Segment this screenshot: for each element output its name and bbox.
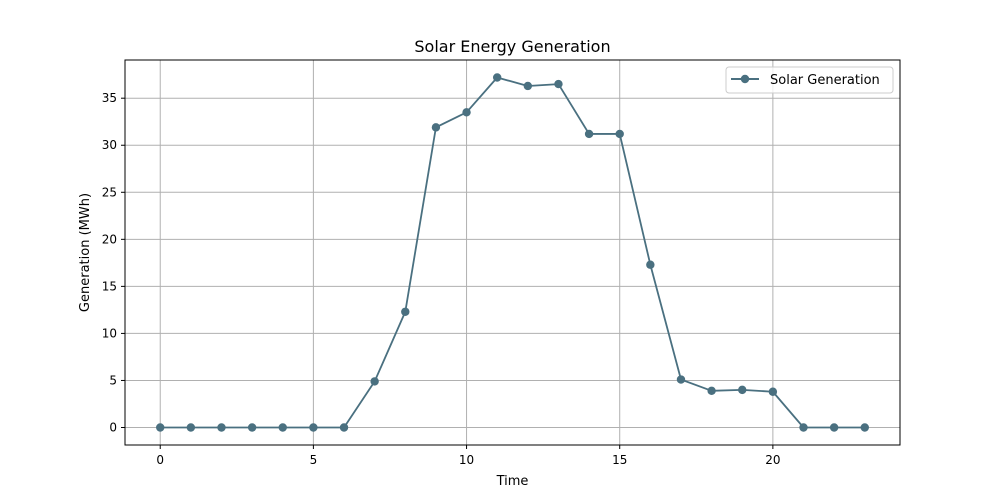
data-point bbox=[707, 386, 716, 396]
x-tick-label: 10 bbox=[459, 453, 474, 467]
data-point bbox=[829, 423, 839, 432]
x-tick-label: 20 bbox=[765, 453, 780, 467]
data-point bbox=[799, 423, 808, 432]
data-point bbox=[646, 260, 655, 269]
data-point bbox=[247, 423, 257, 432]
data-point bbox=[156, 423, 165, 432]
x-tick-label: 5 bbox=[310, 453, 318, 467]
data-point bbox=[186, 423, 196, 432]
chart-title: Solar Energy Generation bbox=[414, 37, 610, 56]
y-axis-label: Generation (MWh) bbox=[78, 193, 93, 312]
axis-ticks: 0 5 10 15 20 0 5 10 15 20 25 30 35 bbox=[102, 91, 781, 467]
series-layer bbox=[156, 73, 869, 432]
data-point bbox=[217, 423, 226, 432]
data-point bbox=[278, 423, 287, 432]
data-point bbox=[370, 377, 379, 386]
data-point bbox=[584, 129, 594, 139]
data-point bbox=[309, 423, 318, 432]
data-point bbox=[339, 423, 349, 432]
legend-box bbox=[725, 66, 894, 94]
y-tick-label: 25 bbox=[102, 185, 117, 199]
data-point bbox=[860, 423, 869, 432]
data-point bbox=[554, 79, 563, 89]
y-tick-label: 5 bbox=[109, 373, 117, 387]
data-point bbox=[401, 307, 410, 316]
data-point bbox=[738, 385, 747, 395]
legend-point-marker bbox=[740, 74, 750, 84]
data-point bbox=[523, 81, 533, 91]
data-point bbox=[615, 129, 624, 139]
series-line bbox=[160, 76, 865, 429]
legend: Solar Generation bbox=[725, 66, 894, 94]
x-tick-label: 15 bbox=[612, 453, 627, 467]
y-tick-label: 30 bbox=[102, 138, 117, 152]
y-tick-label: 35 bbox=[102, 91, 117, 105]
grid-lines bbox=[125, 60, 900, 445]
y-tick-label: 20 bbox=[102, 232, 117, 246]
legend-label: Solar Generation bbox=[770, 73, 880, 88]
data-point bbox=[431, 123, 441, 132]
data-point bbox=[768, 387, 778, 396]
plot-area-frame bbox=[124, 59, 901, 446]
y-tick-label: 0 bbox=[109, 421, 117, 435]
data-point bbox=[676, 375, 686, 384]
data-point bbox=[462, 108, 471, 117]
x-axis-label: Time bbox=[496, 474, 529, 489]
y-tick-label: 15 bbox=[102, 279, 117, 293]
y-tick-label: 10 bbox=[102, 326, 117, 340]
x-tick-label: 0 bbox=[156, 453, 164, 467]
data-point bbox=[492, 73, 502, 82]
